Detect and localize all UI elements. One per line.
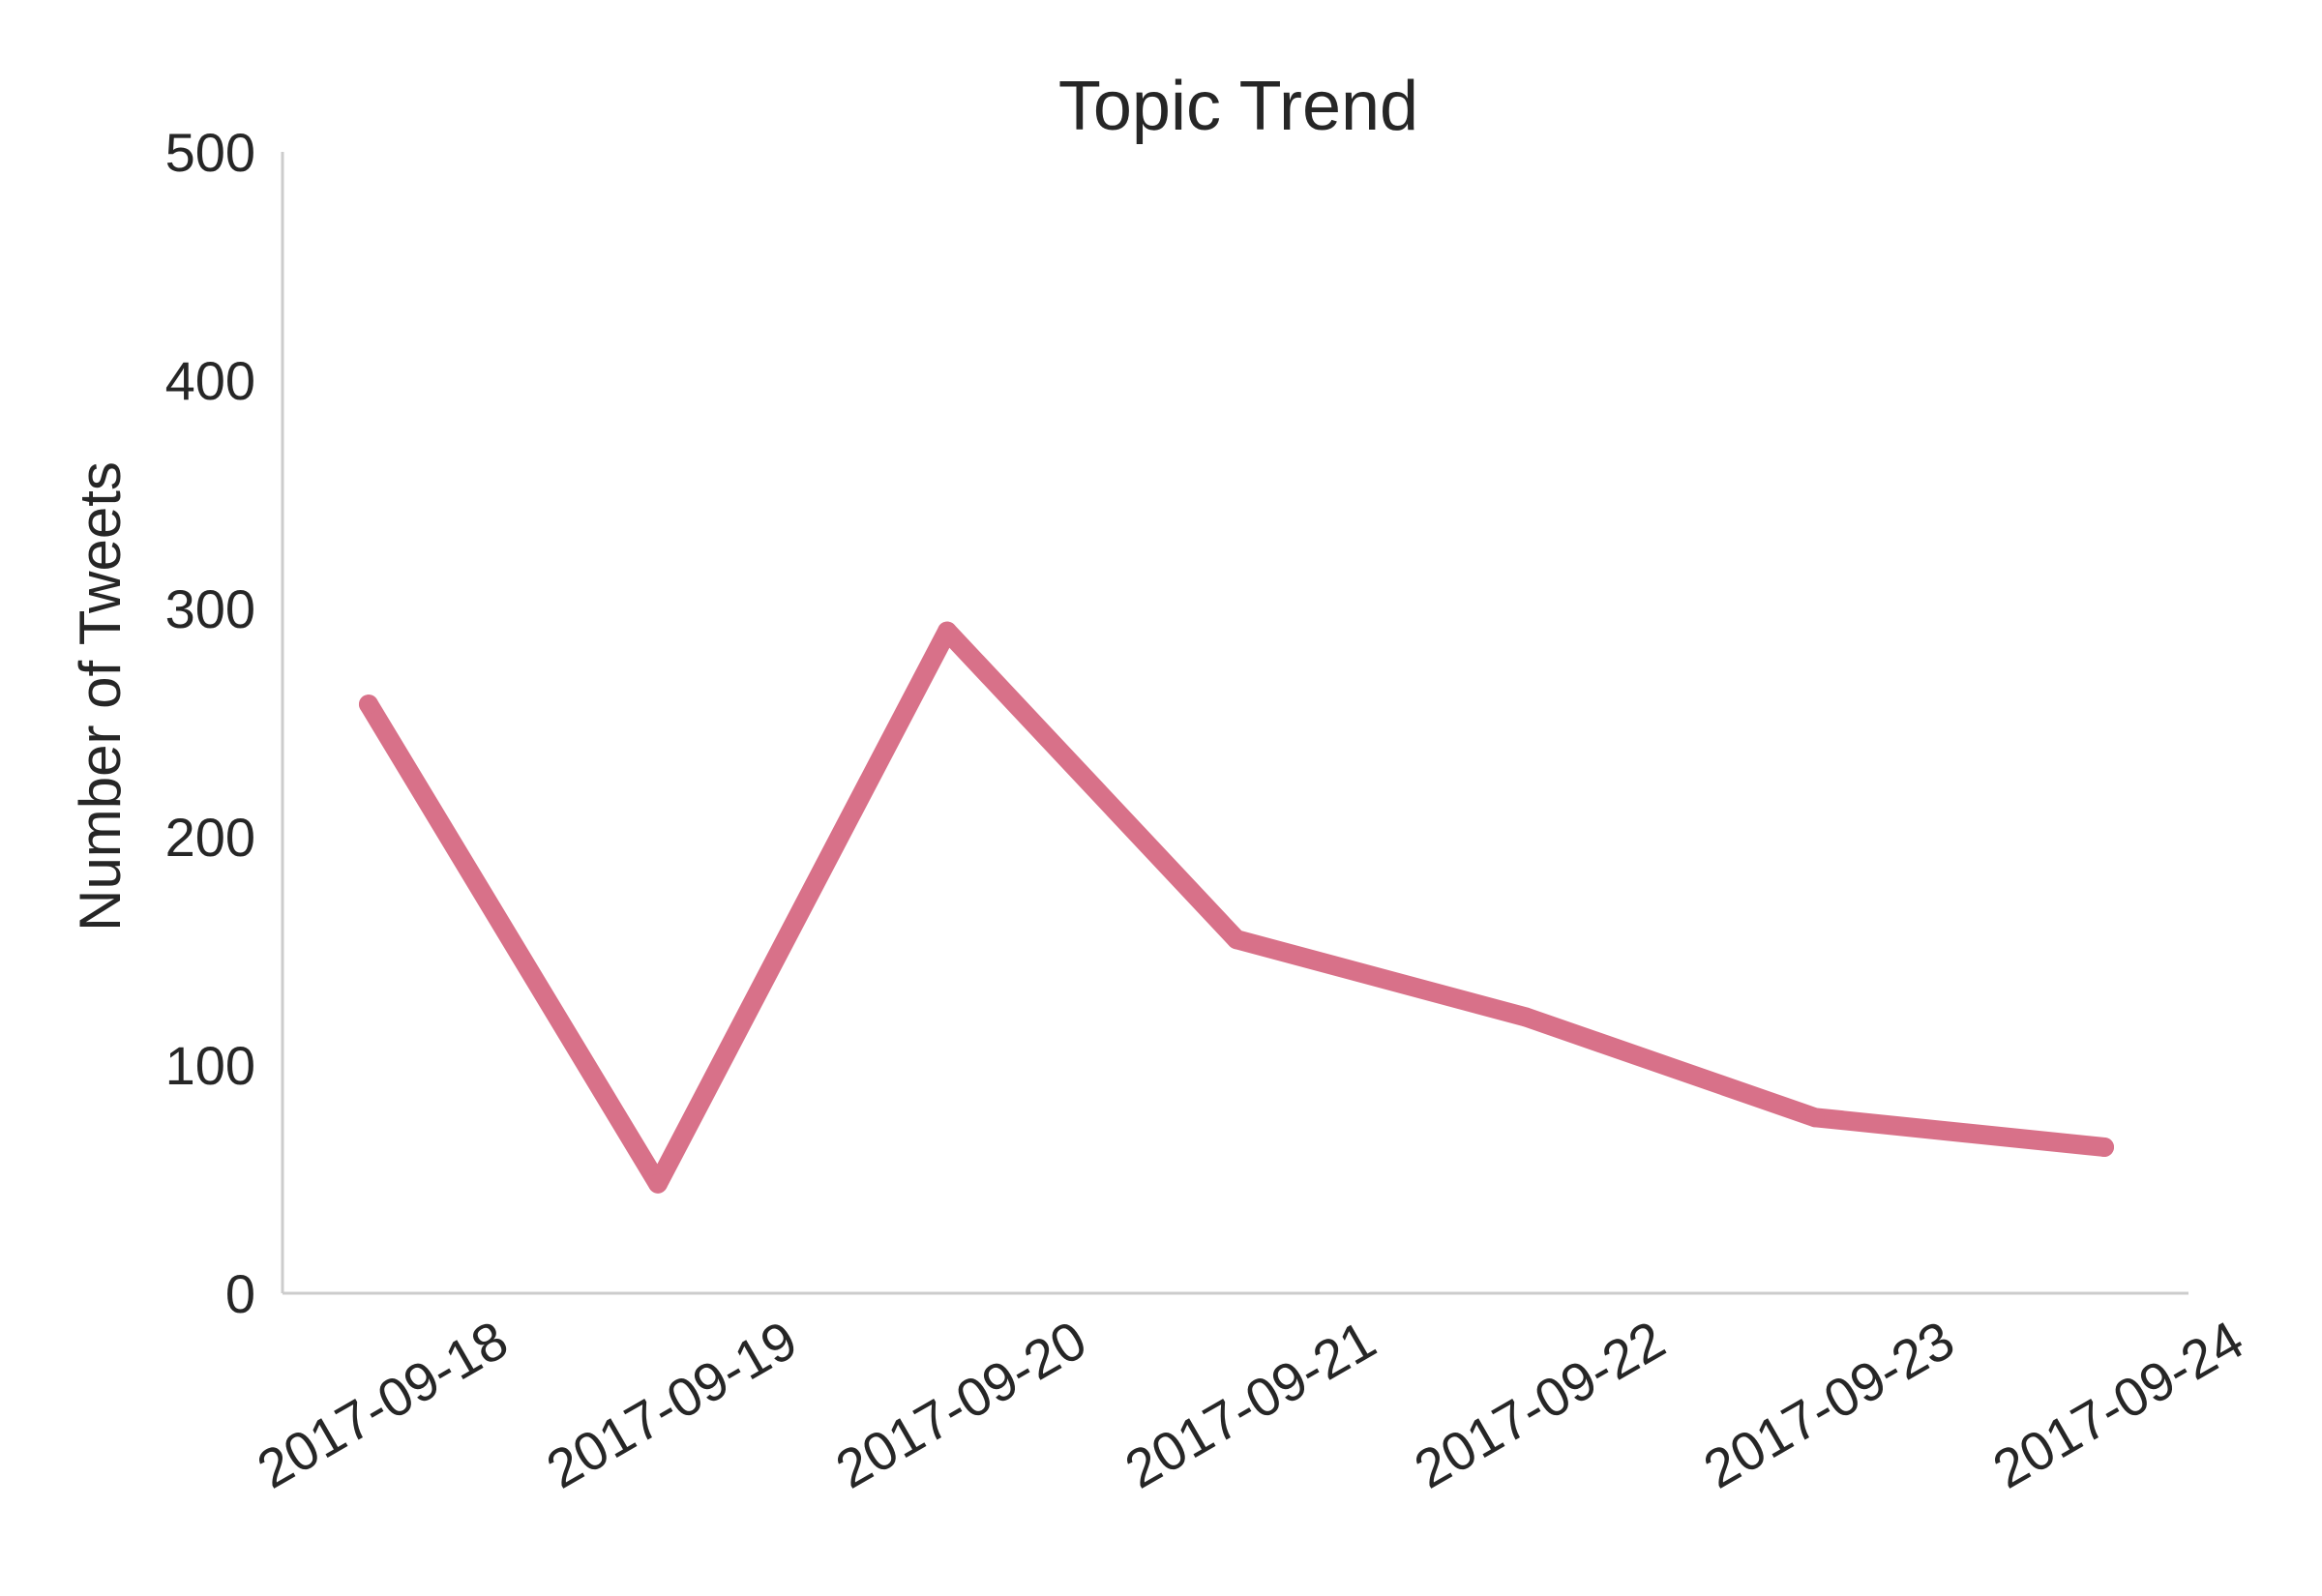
y-tick-label: 500 — [165, 122, 255, 183]
y-tick-labels: 0 100 200 300 400 500 — [165, 122, 255, 1324]
data-point — [1516, 1007, 1535, 1027]
data-point — [938, 621, 957, 641]
data-point — [2095, 1137, 2114, 1157]
y-tick-label: 300 — [165, 578, 255, 639]
series-line — [359, 621, 2114, 1194]
chart-title: Topic Trend — [1058, 68, 1418, 145]
x-tick-label: 2017-09-21 — [1115, 1309, 1385, 1500]
x-tick-label: 2017-09-19 — [536, 1309, 807, 1500]
y-tick-label: 400 — [165, 350, 255, 411]
x-tick-label: 2017-09-22 — [1404, 1309, 1675, 1500]
x-tick-label: 2017-09-23 — [1693, 1309, 1964, 1500]
x-tick-label: 2017-09-18 — [247, 1309, 518, 1500]
data-point — [359, 695, 378, 715]
x-tick-label: 2017-09-24 — [1982, 1309, 2253, 1500]
y-tick-label: 100 — [165, 1035, 255, 1096]
x-tick-label: 2017-09-20 — [825, 1309, 1096, 1500]
x-tick-labels: 2017-09-18 2017-09-19 2017-09-20 2017-09-21… — [247, 1309, 2253, 1500]
data-point — [1227, 930, 1246, 950]
data-point — [1805, 1108, 1825, 1128]
y-axis-label: Number of Tweets — [68, 461, 133, 931]
y-tick-label: 200 — [165, 807, 255, 868]
y-tick-label: 0 — [225, 1263, 255, 1324]
data-point — [648, 1173, 668, 1194]
series-layer — [359, 621, 2114, 1194]
